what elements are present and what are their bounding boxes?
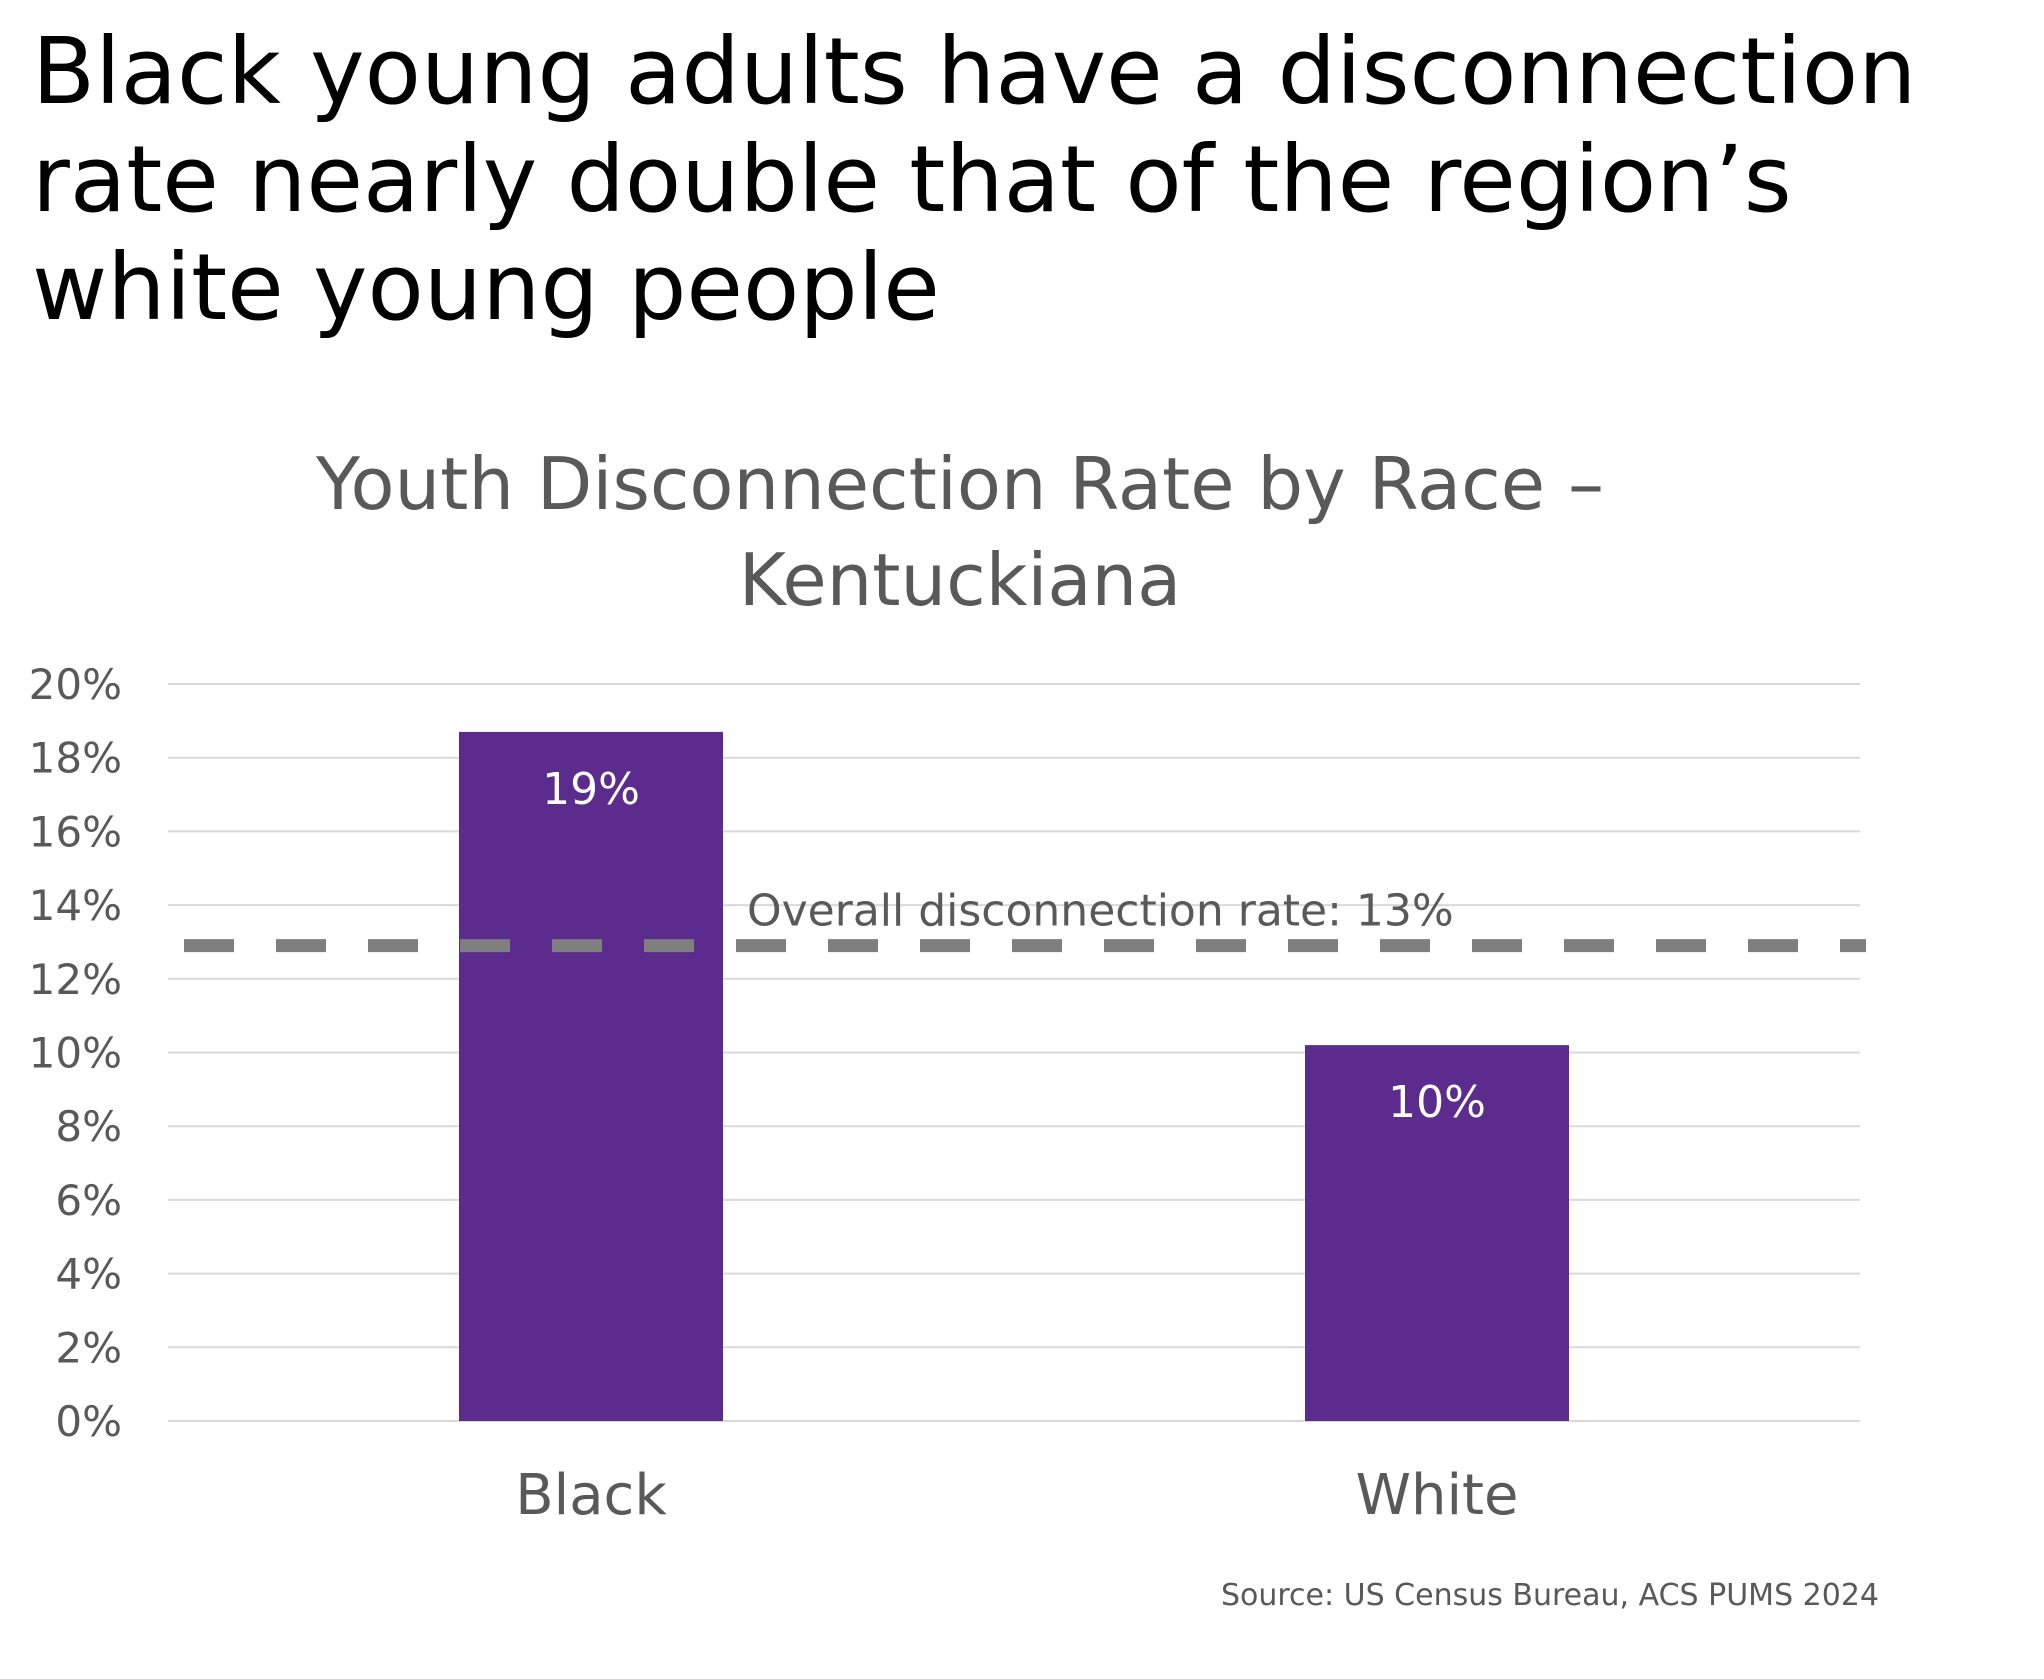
y-tick-label: 14% — [29, 881, 122, 930]
data-label: 19% — [542, 764, 640, 815]
data-label: 10% — [1388, 1077, 1486, 1128]
category-label: White — [1356, 1463, 1519, 1528]
bar — [459, 731, 723, 1421]
y-tick-label: 20% — [29, 660, 122, 709]
y-tick-label: 4% — [55, 1250, 122, 1299]
y-tick-label: 18% — [29, 734, 122, 783]
y-tick-label: 10% — [29, 1029, 122, 1078]
y-tick-label: 6% — [55, 1176, 122, 1225]
headline: Black young adults have a disconnection … — [32, 18, 1917, 341]
y-tick-label: 2% — [55, 1323, 122, 1372]
y-tick-label: 0% — [55, 1397, 122, 1446]
y-tick-label: 16% — [29, 807, 122, 856]
category-label: Black — [515, 1463, 667, 1528]
source-note: Source: US Census Bureau, ACS PUMS 2024 — [1220, 1578, 1879, 1613]
bar — [1305, 1045, 1569, 1421]
chart-title: Youth Disconnection Rate by Race – Kentu… — [316, 442, 1604, 622]
y-tick-label: 8% — [55, 1102, 122, 1151]
y-tick-label: 12% — [29, 955, 122, 1004]
reference-line-label: Overall disconnection rate: 13% — [747, 886, 1454, 937]
